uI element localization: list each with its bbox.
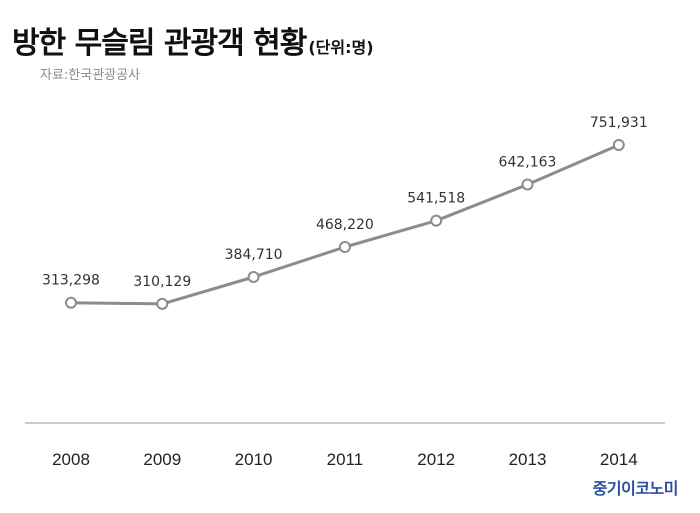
data-point	[156, 297, 169, 310]
data-point	[247, 271, 260, 284]
data-label: 642,163	[499, 154, 557, 170]
data-point	[65, 296, 77, 309]
chart-title: 방한 무슬림 관광객 현황 (단위:명)	[12, 18, 374, 62]
data-label: 751,931	[590, 115, 648, 131]
x-tick-label: 2013	[509, 450, 547, 469]
x-tick-label: 2011	[327, 450, 364, 469]
x-tick-label: 2008	[52, 450, 90, 469]
data-label: 541,518	[407, 191, 465, 207]
x-tick-label: 2014	[600, 450, 638, 469]
x-tick-label: 2010	[235, 450, 273, 469]
data-label: 468,220	[316, 217, 374, 233]
data-label: 310,129	[133, 274, 191, 290]
data-point	[338, 241, 351, 254]
brand-logo: 중기이코노미	[592, 479, 679, 498]
data-point	[521, 178, 534, 191]
unit-label: (단위:명)	[308, 38, 374, 57]
x-tick-label: 2012	[417, 450, 455, 469]
data-label: 313,298	[42, 273, 100, 289]
title-text: 방한 무슬림 관광객 현황	[12, 26, 307, 61]
data-label: 384,710	[225, 247, 283, 263]
data-point	[612, 139, 625, 151]
data-point	[430, 214, 443, 227]
x-tick-label: 2009	[143, 450, 181, 469]
source-note: 자료:한국관광공사	[40, 68, 141, 83]
